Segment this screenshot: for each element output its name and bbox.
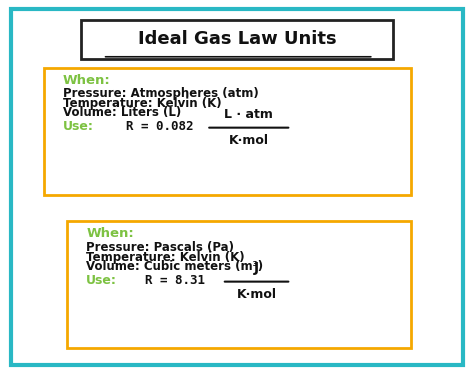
FancyBboxPatch shape [82, 20, 392, 59]
Text: When:: When: [86, 228, 134, 241]
Text: Use:: Use: [63, 121, 93, 134]
Text: Pressure: Atmospheres (atm): Pressure: Atmospheres (atm) [63, 87, 258, 100]
FancyBboxPatch shape [67, 221, 411, 349]
Text: Volume: Cubic meters (m³): Volume: Cubic meters (m³) [86, 260, 264, 273]
Text: K·mol: K·mol [237, 288, 276, 301]
FancyBboxPatch shape [11, 9, 463, 365]
Text: Ideal Gas Law Units: Ideal Gas Law Units [137, 31, 337, 48]
Text: K·mol: K·mol [229, 134, 269, 147]
Text: Use:: Use: [86, 275, 117, 288]
FancyBboxPatch shape [44, 68, 411, 195]
Text: Volume: Liters (L): Volume: Liters (L) [63, 106, 181, 119]
Text: R = 0.082: R = 0.082 [126, 121, 194, 134]
Text: L · atm: L · atm [224, 108, 273, 121]
Text: Temperature: Kelvin (K): Temperature: Kelvin (K) [63, 97, 221, 110]
Text: R = 8.31: R = 8.31 [145, 275, 205, 288]
Text: When:: When: [63, 74, 110, 87]
Text: Temperature: Kelvin (K): Temperature: Kelvin (K) [86, 251, 245, 264]
Text: Pressure: Pascals (Pa): Pressure: Pascals (Pa) [86, 241, 234, 254]
Text: J: J [254, 261, 259, 275]
